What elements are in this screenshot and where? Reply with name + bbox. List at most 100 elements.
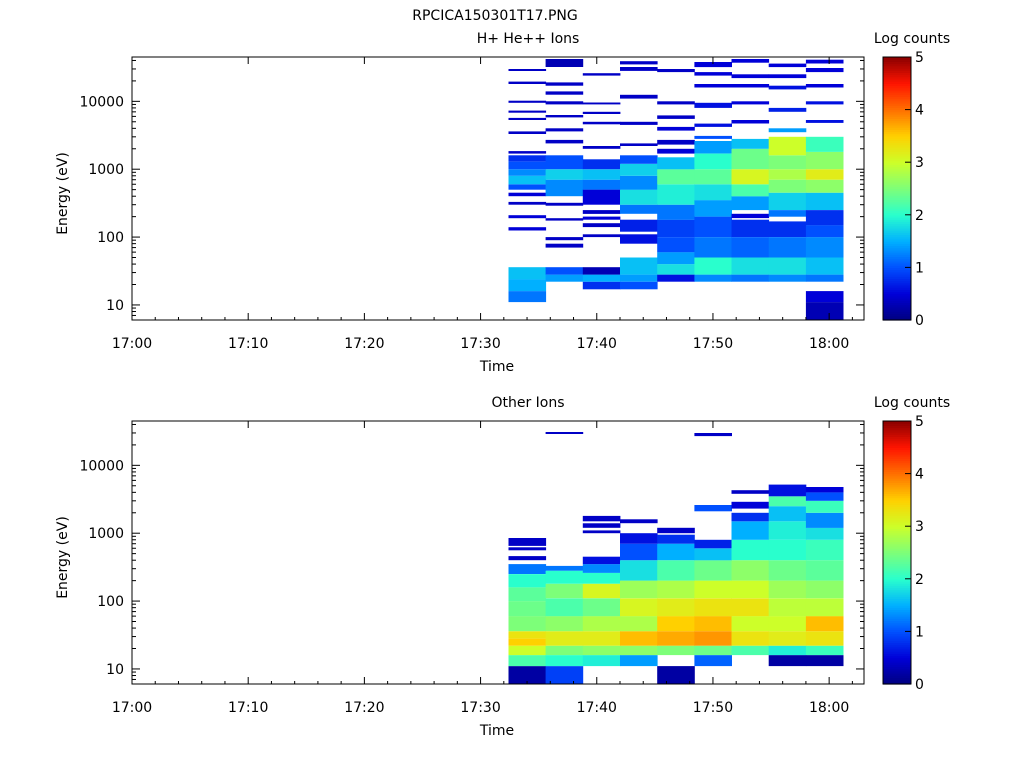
colorbar-swatch — [883, 594, 911, 597]
colorbar-swatch — [883, 166, 911, 170]
heatmap-cell — [582, 616, 621, 632]
colorbar-swatch — [883, 116, 911, 119]
colorbar-swatch — [883, 528, 911, 532]
colorbar-swatch — [883, 644, 911, 648]
colorbar-tick-label: 2 — [915, 572, 924, 588]
colorbar-swatch — [883, 289, 911, 293]
colorbar-swatch — [883, 295, 911, 299]
heatmap-cell — [508, 131, 547, 134]
heatmap-cell — [508, 100, 547, 103]
colorbar-swatch — [883, 276, 911, 279]
colorbar-swatch — [883, 423, 911, 426]
heatmap-cell — [731, 196, 770, 211]
colorbar-swatch — [883, 578, 911, 582]
colorbar-swatch — [883, 681, 911, 685]
colorbar-swatch — [883, 616, 911, 619]
colorbar-swatch — [883, 497, 911, 501]
colorbar-swatch — [883, 431, 911, 435]
colorbar-swatch — [883, 127, 911, 130]
heatmap-cell — [508, 655, 547, 667]
colorbar-swatch — [883, 269, 911, 273]
heatmap-cell — [768, 155, 807, 170]
heatmap-cell — [731, 521, 770, 540]
colorbar-swatch — [883, 87, 911, 91]
colorbar-swatch — [883, 153, 911, 157]
heatmap-cell — [582, 73, 621, 76]
colorbar-swatch — [883, 146, 911, 150]
heatmap-cell — [694, 539, 732, 549]
y-tick-label: 100 — [97, 230, 124, 246]
heatmap-cell — [768, 580, 807, 599]
heatmap-cell — [731, 645, 770, 656]
x-tick-label: 17:30 — [460, 700, 500, 716]
colorbar-swatch — [883, 203, 911, 207]
panel-title: Other Ions — [491, 395, 564, 411]
heatmap-cell — [545, 91, 584, 95]
colorbar-swatch — [883, 100, 911, 104]
heatmap-cell — [805, 291, 844, 303]
colorbar-swatch — [883, 70, 911, 73]
heatmap-cell — [657, 645, 695, 656]
heatmap-cell — [657, 115, 695, 119]
heatmap-cell — [805, 101, 844, 105]
heatmap-cell — [694, 655, 732, 667]
heatmap-cell — [545, 631, 584, 646]
heatmap-cell — [545, 655, 584, 667]
colorbar-swatch — [883, 484, 911, 488]
colorbar-swatch — [883, 607, 911, 611]
heatmap-panel-1: 17:00 17:10 17:20 17:30 17:40 17:50 18:0010100… — [55, 31, 950, 375]
heatmap-cell — [545, 82, 584, 86]
colorbar-swatch — [883, 190, 911, 194]
colorbar-swatch — [883, 673, 911, 676]
heatmap-cell — [508, 291, 547, 303]
heatmap-cell — [582, 523, 621, 528]
heatmap-cell — [768, 560, 807, 581]
colorbar-swatch — [883, 550, 911, 554]
heatmap-cell — [620, 616, 658, 632]
colorbar-swatch — [883, 460, 911, 464]
heatmap-cell — [768, 631, 807, 646]
colorbar-swatch — [883, 477, 911, 481]
heatmap-cell — [805, 169, 844, 180]
heatmap-cell — [768, 63, 807, 68]
colorbar-swatch — [883, 493, 911, 497]
heatmap-cell — [582, 234, 621, 238]
heatmap-cell — [694, 433, 732, 437]
colorbar-swatch — [883, 109, 911, 113]
heatmap-cell — [582, 655, 621, 667]
colorbar-swatch — [883, 567, 911, 571]
heatmap-cell — [545, 432, 584, 434]
heatmap-cell — [805, 120, 844, 123]
colorbar-swatch — [883, 561, 911, 565]
heatmap-cell — [694, 237, 732, 258]
heatmap-cell — [620, 175, 658, 190]
colorbar-swatch — [883, 480, 911, 483]
colorbar-swatch — [883, 473, 911, 477]
colorbar-swatch — [883, 475, 911, 479]
heatmap-cell — [657, 534, 695, 544]
heatmap-cell — [582, 159, 621, 170]
y-axis-label: Energy (eV) — [55, 152, 71, 235]
x-tick-label: 17:50 — [693, 336, 733, 352]
heatmap-cell — [508, 645, 547, 656]
heatmap-cell — [657, 598, 695, 617]
colorbar-frame — [882, 420, 912, 685]
heatmap-cell — [620, 234, 658, 244]
heatmap-cell — [805, 539, 844, 561]
heatmap-cell — [545, 570, 584, 584]
colorbar-swatch — [883, 464, 911, 468]
heatmap-cell — [694, 123, 732, 127]
heatmap-cell — [508, 151, 547, 154]
heatmap-cell — [545, 645, 584, 656]
heatmap-cell — [620, 204, 658, 214]
heatmap-cell — [620, 598, 658, 617]
heatmap-cell — [805, 580, 844, 599]
heatmap-cell — [731, 213, 770, 219]
heatmap-cell — [508, 556, 547, 561]
heatmap-cell — [620, 189, 658, 205]
heatmap-cell — [805, 487, 844, 493]
colorbar-swatch — [883, 532, 911, 536]
colorbar-swatch — [883, 309, 911, 312]
heatmap-cell — [768, 192, 807, 210]
